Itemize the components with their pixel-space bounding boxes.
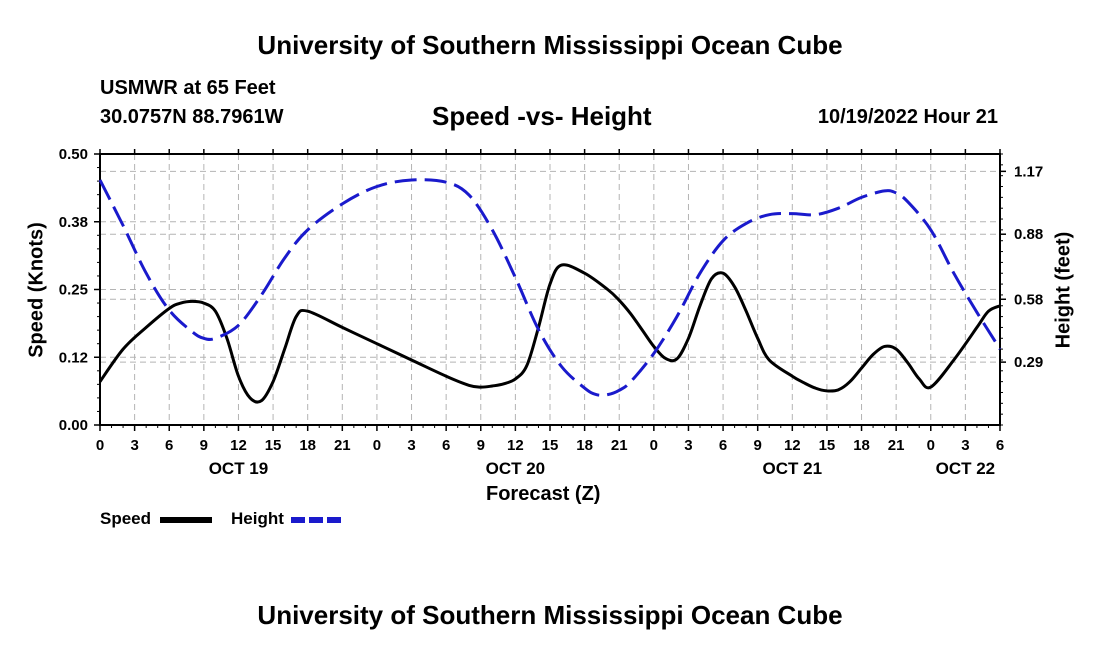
x-tick-label: 18: [576, 437, 593, 454]
x-tick-label: 3: [961, 437, 969, 454]
date-label: 10/19/2022 Hour 21: [817, 106, 998, 128]
y-tick-label: 0.38: [59, 214, 88, 231]
x-tick-label: 0: [927, 437, 935, 454]
coordinates-label: 30.0757N 88.7961W: [100, 106, 284, 128]
x-tick-label: 0: [96, 437, 104, 454]
y2-axis-title: Height (feet): [1052, 231, 1075, 349]
y2-tick-label: 0.88: [1014, 226, 1043, 243]
x-tick-label: 21: [888, 437, 905, 454]
x-tick-label: 12: [507, 437, 524, 454]
axis-ticks: [94, 149, 1006, 431]
series-height-line: [98, 178, 1002, 397]
x-tick-label: 9: [200, 437, 208, 454]
y-tick-label: 0.25: [59, 282, 88, 299]
legend-height-label: Height: [231, 509, 284, 528]
day-label: OCT 21: [763, 459, 823, 478]
legend-speed-swatch: [160, 517, 212, 523]
x-axis-title: Forecast (Z): [486, 483, 601, 505]
y-tick-label: 0.50: [59, 146, 88, 163]
footer-title: University of Southern Mississippi Ocean…: [257, 600, 843, 630]
x-tick-label: 21: [334, 437, 351, 454]
y-axis-title: Speed (Knots): [25, 222, 48, 358]
chart-subtitle: Speed -vs- Height: [432, 101, 652, 131]
x-tick-label: 0: [373, 437, 381, 454]
x-tick-label: 9: [754, 437, 762, 454]
y-tick-label: 0.00: [59, 417, 88, 434]
station-label: USMWR at 65 Feet: [100, 77, 276, 99]
x-tick-label: 15: [265, 437, 282, 454]
series-speed-line: [98, 263, 1001, 404]
day-label: OCT 22: [936, 459, 996, 478]
y-tick-label: 0.12: [59, 349, 88, 366]
axis-labels: 0 3 6 9 12 15 18 21 0 3 6 9 12 15 18 21 0 3 6 9 12 15 18 21 0 3 6O…: [59, 146, 1043, 478]
x-tick-label: 15: [542, 437, 559, 454]
x-tick-label: 3: [684, 437, 692, 454]
day-label: OCT 20: [486, 459, 546, 478]
series-lines: [98, 178, 1002, 404]
x-tick-label: 18: [299, 437, 316, 454]
x-tick-label: 0: [650, 437, 658, 454]
x-tick-label: 6: [996, 437, 1004, 454]
y2-tick-label: 0.58: [1014, 291, 1043, 308]
x-tick-label: 6: [719, 437, 727, 454]
legend-height-swatch: [291, 517, 343, 523]
legend-speed-label: Speed: [100, 509, 152, 528]
day-label: OCT 19: [209, 459, 269, 478]
x-tick-label: 6: [442, 437, 450, 454]
y2-tick-label: 1.17: [1014, 163, 1043, 180]
x-tick-label: 6: [165, 437, 173, 454]
x-tick-label: 3: [130, 437, 138, 454]
x-tick-label: 12: [784, 437, 801, 454]
x-tick-label: 9: [477, 437, 485, 454]
main-title: University of Southern Mississippi Ocean…: [257, 30, 843, 60]
x-tick-label: 21: [611, 437, 628, 454]
x-tick-label: 18: [853, 437, 870, 454]
x-tick-label: 12: [230, 437, 247, 454]
x-tick-label: 15: [819, 437, 836, 454]
y2-tick-label: 0.29: [1014, 354, 1043, 371]
x-tick-label: 3: [407, 437, 415, 454]
